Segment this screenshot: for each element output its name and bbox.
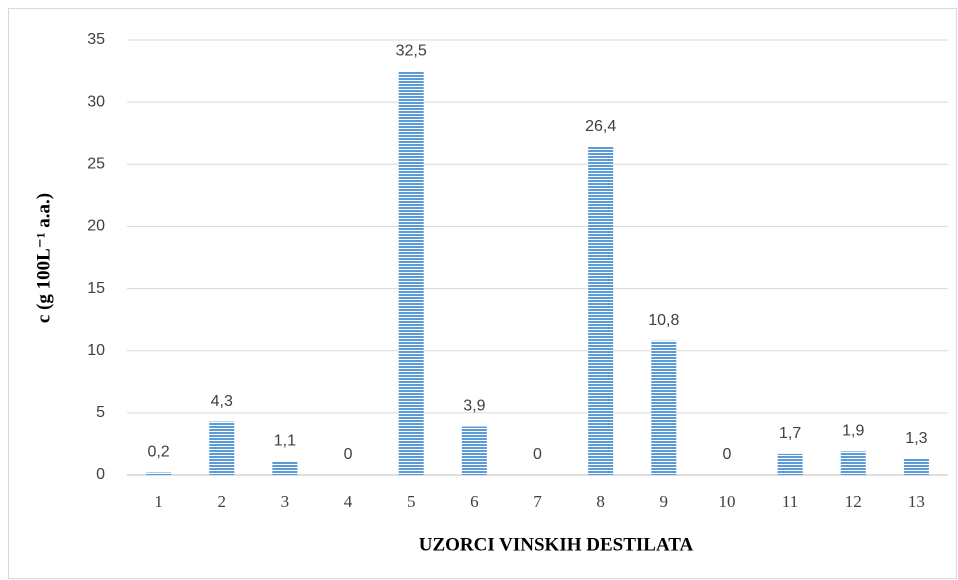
y-tick-label: 35 <box>87 31 105 48</box>
x-tick-label: 6 <box>470 492 479 511</box>
bar <box>588 146 614 475</box>
data-label: 1,3 <box>905 430 927 447</box>
bar <box>651 340 677 475</box>
x-tick-label: 1 <box>154 492 163 511</box>
bar <box>840 451 866 475</box>
x-tick-label: 12 <box>845 492 862 511</box>
bar <box>777 453 803 475</box>
x-axis-title: UZORCI VINSKIH DESTILATA <box>419 534 694 555</box>
bar <box>398 71 424 476</box>
bar <box>146 472 172 475</box>
data-label: 0 <box>344 446 353 463</box>
x-tick-label: 4 <box>344 492 353 511</box>
y-tick-label: 5 <box>96 404 105 421</box>
x-tick-label: 2 <box>217 492 226 511</box>
x-tick-label: 7 <box>533 492 542 511</box>
data-label: 0 <box>723 446 732 463</box>
bar <box>209 421 235 475</box>
x-tick-label: 3 <box>281 492 290 511</box>
x-tick-label: 10 <box>718 492 735 511</box>
y-tick-label: 10 <box>87 342 105 359</box>
data-label: 0 <box>533 446 542 463</box>
y-tick-label: 25 <box>87 156 105 173</box>
x-tick-label: 11 <box>782 492 798 511</box>
bar <box>272 461 298 475</box>
bar <box>903 458 929 475</box>
data-label: 26,4 <box>585 118 616 135</box>
data-label: 3,9 <box>463 398 485 415</box>
y-axis-title: c (g 100L⁻¹ a.a.) <box>33 193 54 323</box>
data-label: 1,1 <box>274 433 296 450</box>
data-label: 4,3 <box>211 393 233 410</box>
data-label: 10,8 <box>648 312 679 329</box>
data-label: 0,2 <box>147 444 169 461</box>
x-tick-label: 13 <box>908 492 925 511</box>
x-tick-label: 9 <box>660 492 669 511</box>
y-tick-label: 15 <box>87 280 105 297</box>
y-tick-label: 0 <box>96 466 105 483</box>
bar <box>461 426 487 475</box>
x-tick-label: 8 <box>596 492 605 511</box>
y-tick-label: 30 <box>87 93 105 110</box>
data-label: 1,7 <box>779 425 801 442</box>
x-tick-label: 5 <box>407 492 416 511</box>
data-label: 1,9 <box>842 423 864 440</box>
data-label: 32,5 <box>396 42 427 59</box>
chart-border <box>8 8 957 579</box>
y-tick-label: 20 <box>87 218 105 235</box>
